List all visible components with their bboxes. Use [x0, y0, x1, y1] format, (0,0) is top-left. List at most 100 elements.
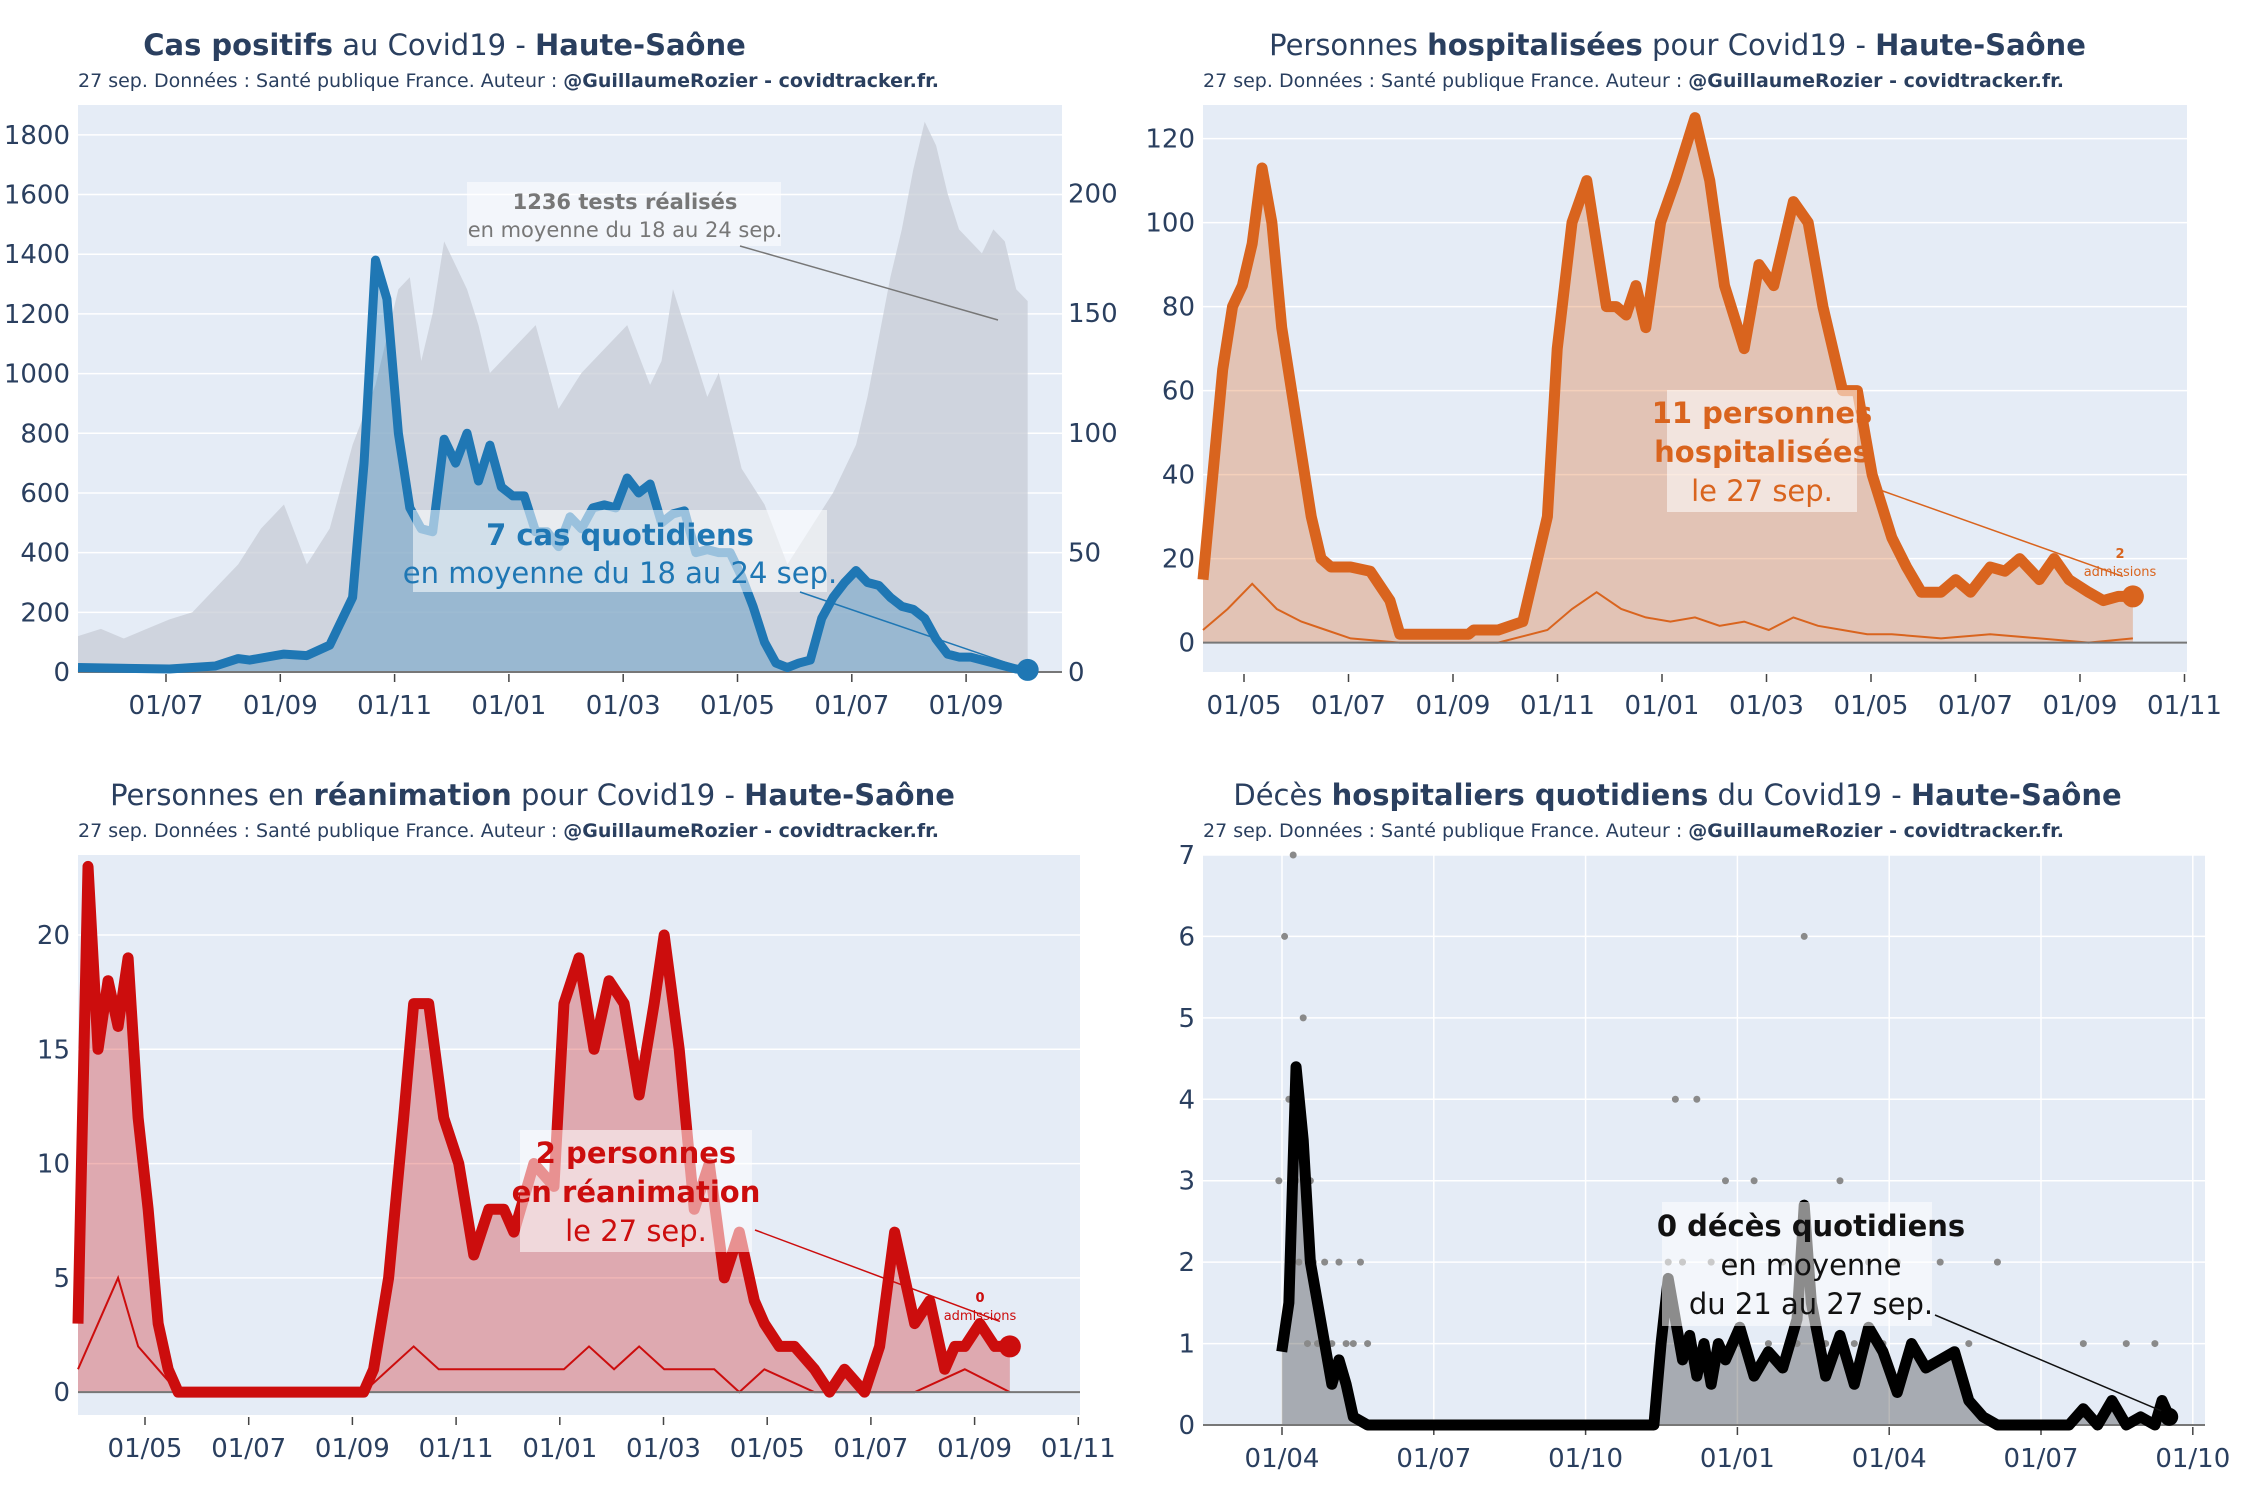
y-tick-label: 15: [37, 1035, 70, 1065]
annotation-box: [413, 510, 827, 592]
admissions-label: admissions: [2084, 565, 2157, 580]
series-line: [72, 860, 1010, 1398]
y-tick-label: 400: [20, 539, 70, 569]
x-tick-label: 01/09: [937, 1434, 1012, 1464]
deaths-annotation-text: en moyenne: [1720, 1248, 1901, 1282]
x-tick-label: 01/07: [814, 691, 889, 721]
plot-area: [1203, 855, 2205, 1425]
x-tick-label: 01/01: [471, 691, 546, 721]
cases-annotation-text: en moyenne du 18 au 24 sep.: [403, 556, 837, 590]
y-tick-label: 0: [53, 658, 70, 688]
x-tick-label: 01/03: [1729, 691, 1804, 721]
death-dot: [1335, 1258, 1343, 1266]
annotation-box: [520, 1130, 752, 1252]
chart-title: Cas positifs au Covid19 - Haute-Saône: [143, 28, 746, 62]
annotation-arrow: [739, 245, 999, 321]
x-tick-label: 01/11: [2147, 691, 2222, 721]
tests-area: [78, 121, 1028, 673]
admissions-value: 0: [975, 1291, 984, 1306]
x-tick-label: 01/11: [419, 1434, 494, 1464]
deaths-chart-svg: 0 1 2 3 4 5 6 7 01/04 01/07 01/10 01/01 01/04 01/07 01…: [1178, 841, 2230, 1474]
series-line: [1197, 112, 2133, 640]
y-tick-label: 1000: [4, 360, 70, 390]
x-tick-label: 01/05: [108, 1434, 183, 1464]
y-tick-label: 1800: [4, 121, 70, 151]
y-tick-label: 7: [1178, 841, 1195, 871]
x-tick-label: 01/11: [357, 691, 432, 721]
y2-tick-label: 100: [1068, 419, 1118, 449]
y-tick-label: 20: [1162, 545, 1195, 575]
x-tick-label: 01/04: [1852, 1444, 1927, 1474]
death-dot: [1356, 1258, 1364, 1266]
x-tick-label: 01/09: [1416, 691, 1491, 721]
y2-tick-label: 0: [1068, 658, 1085, 688]
x-tick-label: 01/07: [2004, 1444, 2079, 1474]
x-tick-label: 01/07: [129, 691, 204, 721]
annotation-arrow: [799, 591, 1028, 671]
y2-tick-label: 200: [1068, 180, 1118, 210]
tests-annotation-text: en moyenne du 18 au 24 sep.: [468, 218, 783, 242]
death-dot: [1295, 1258, 1303, 1266]
x-tick-label: 01/05: [1207, 691, 1282, 721]
death-dot: [1993, 1258, 2001, 1266]
y-tick-label: 5: [1178, 1004, 1195, 1034]
death-dot: [1349, 1340, 1357, 1348]
chart-subtitle: 27 sep. Données : Santé publique France.…: [78, 70, 940, 92]
death-dot: [1275, 1177, 1283, 1185]
y2-tick-label: 150: [1068, 299, 1118, 329]
chart-deaths-panel: Décès hospitaliers quotidiens du Covid19…: [1125, 750, 2250, 1500]
y-tick-label: 100: [1145, 209, 1195, 239]
hosp-annotation-title: 11 personnes: [1652, 396, 1873, 430]
cases-annotation-title: 7 cas quotidiens: [486, 518, 754, 552]
series-line: [1276, 1061, 2175, 1431]
admissions-line: [1202, 582, 2133, 644]
death-dot: [2122, 1340, 2130, 1348]
x-tick-label: 01/07: [833, 1434, 908, 1464]
y-tick-label: 40: [1162, 461, 1195, 491]
y-tick-label: 1600: [4, 181, 70, 211]
y-tick-label: 120: [1145, 125, 1195, 155]
death-dot: [1303, 1340, 1311, 1348]
death-dot: [1836, 1177, 1844, 1185]
x-tick-label: 01/09: [2043, 691, 2118, 721]
y-tick-label: 600: [20, 479, 70, 509]
y-tick-label: 3: [1178, 1167, 1195, 1197]
hosp-annotation-text: le 27 sep.: [1691, 474, 1833, 508]
x-tick-label: 01/09: [243, 691, 318, 721]
x-tick-label: 01/09: [315, 1434, 390, 1464]
chart-title: Décès hospitaliers quotidiens du Covid19…: [1233, 778, 2122, 812]
y-tick-label: 1200: [4, 300, 70, 330]
x-tick-label: 01/07: [1396, 1444, 1471, 1474]
death-dot: [1342, 1340, 1350, 1348]
death-dot: [1850, 1340, 1858, 1348]
y-tick-label: 10: [37, 1150, 70, 1180]
chart-subtitle: 27 sep. Données : Santé publique France.…: [1203, 70, 2065, 92]
chart-rea-panel: Personnes en réanimation pour Covid19 - …: [0, 750, 1125, 1500]
chart-hosp-panel: Personnes hospitalisées pour Covid19 - H…: [1125, 0, 2250, 745]
annotation-box: [467, 182, 781, 246]
y-tick-label: 0: [1178, 1411, 1195, 1441]
chart-subtitle: 27 sep. Données : Santé publique France.…: [78, 820, 940, 842]
death-dot: [1800, 932, 1808, 940]
y-tick-label: 60: [1162, 377, 1195, 407]
series-line: [77, 255, 1029, 675]
death-dot: [1936, 1258, 1944, 1266]
y-tick-label: 80: [1162, 293, 1195, 323]
death-dot: [1289, 851, 1297, 859]
y-tick-label: 800: [20, 419, 70, 449]
death-dot: [1965, 1340, 1973, 1348]
x-tick-label: 01/04: [1245, 1444, 1320, 1474]
deaths-annotation-title: 0 décès quotidiens: [1657, 1209, 1965, 1243]
y-tick-label: 5: [53, 1264, 70, 1294]
y-tick-label: 2: [1178, 1248, 1195, 1278]
x-tick-label: 01/03: [626, 1434, 701, 1464]
rea-annotation-title: 2 personnes: [536, 1136, 736, 1170]
annotation-arrow: [754, 1229, 1001, 1323]
chart-title: Personnes hospitalisées pour Covid19 - H…: [1269, 28, 2086, 62]
y-tick-label: 200: [20, 598, 70, 628]
death-dot: [1281, 932, 1289, 940]
x-tick-label: 01/05: [730, 1434, 805, 1464]
annotation-arrow: [1879, 489, 2124, 578]
death-dot: [1671, 1095, 1679, 1103]
